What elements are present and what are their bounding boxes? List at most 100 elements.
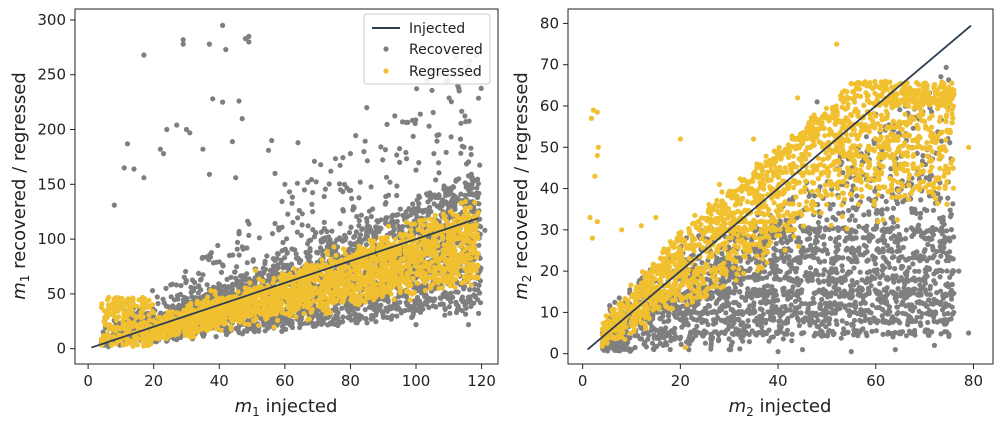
regressed-point	[375, 256, 381, 262]
recovered-point	[471, 177, 477, 183]
recovered-point	[226, 252, 233, 259]
legend-marker-regressed	[383, 68, 389, 74]
regressed-point	[462, 198, 469, 205]
recovered-point	[295, 215, 301, 221]
recovered-point	[449, 196, 456, 202]
regressed-point	[357, 296, 364, 302]
recovered-point	[236, 98, 242, 104]
regressed-point	[363, 274, 370, 280]
regressed-point	[353, 286, 359, 292]
recovered-point	[413, 322, 419, 328]
recovered-point	[476, 242, 482, 248]
recovered-point	[289, 319, 295, 325]
recovered-point	[394, 152, 400, 158]
regressed-point	[473, 235, 479, 241]
recovered-point	[416, 160, 422, 166]
recovered-point	[378, 225, 384, 232]
recovered-point	[265, 325, 271, 331]
regressed-point	[103, 321, 109, 327]
recovered-point	[318, 229, 324, 235]
recovered-point	[321, 193, 327, 200]
regressed-point	[175, 331, 181, 337]
regressed-point	[474, 255, 480, 261]
regressed-point	[452, 284, 458, 290]
regressed-point	[130, 296, 136, 303]
recovered-point	[478, 85, 484, 91]
recovered-point	[233, 175, 239, 181]
regressed-point	[423, 242, 429, 248]
regressed-point	[359, 257, 365, 263]
regressed-point	[399, 272, 405, 278]
regressed-point	[415, 226, 421, 233]
recovered-point	[448, 99, 454, 105]
recovered-point	[321, 219, 327, 225]
recovered-point	[175, 304, 181, 310]
regressed-point	[426, 251, 432, 257]
recovered-point	[431, 151, 437, 157]
recovered-point	[468, 151, 474, 158]
regressed-point	[181, 307, 187, 313]
regressed-point	[104, 314, 110, 321]
regressed-point	[297, 294, 303, 300]
regressed-point	[418, 221, 424, 227]
regressed-point	[205, 294, 211, 300]
recovered-point	[200, 146, 206, 152]
recovered-point	[340, 155, 346, 161]
regressed-point	[279, 310, 285, 316]
recovered-point	[141, 52, 147, 58]
regressed-point	[427, 228, 433, 234]
recovered-point	[468, 303, 474, 309]
regressed-point	[281, 274, 287, 280]
regressed-point	[137, 314, 143, 320]
regressed-point	[439, 231, 445, 237]
regressed-point	[468, 282, 474, 288]
regressed-point	[264, 315, 270, 321]
recovered-point	[433, 177, 439, 183]
recovered-point	[357, 232, 364, 238]
recovered-point	[337, 319, 343, 326]
regressed-point	[453, 234, 459, 241]
regressed-point	[439, 269, 445, 275]
regressed-point	[382, 251, 388, 258]
regressed-point	[228, 326, 234, 332]
recovered-point	[244, 271, 250, 277]
recovered-point	[199, 255, 205, 261]
recovered-point	[398, 308, 404, 314]
regressed-point	[179, 312, 185, 318]
recovered-point	[175, 296, 181, 302]
regressed-point	[108, 342, 114, 348]
recovered-point	[358, 314, 365, 320]
recovered-point	[270, 256, 276, 262]
recovered-point	[399, 119, 406, 125]
regressed-point	[389, 259, 395, 265]
recovered-point	[223, 46, 229, 53]
regressed-point	[141, 319, 147, 325]
regressed-point	[406, 260, 412, 266]
recovered-point	[362, 138, 368, 144]
recovered-point	[229, 139, 235, 145]
recovered-point	[397, 299, 403, 305]
recovered-point	[181, 294, 187, 300]
regressed-point	[151, 334, 157, 340]
regressed-point	[401, 233, 407, 239]
regressed-point	[355, 248, 361, 254]
recovered-point	[220, 99, 226, 105]
recovered-point	[382, 147, 388, 153]
regressed-point	[155, 314, 161, 320]
recovered-point	[417, 111, 423, 117]
recovered-point	[465, 294, 471, 300]
recovered-point	[238, 278, 244, 285]
recovered-point	[299, 222, 305, 228]
recovered-point	[453, 289, 459, 295]
recovered-point	[457, 136, 464, 142]
recovered-point	[424, 191, 430, 197]
recovered-point	[357, 179, 363, 185]
recovered-point	[423, 292, 429, 298]
regressed-point	[130, 312, 137, 318]
recovered-point	[416, 208, 422, 214]
regressed-point	[473, 274, 479, 280]
recovered-point	[471, 292, 477, 298]
regressed-point	[140, 308, 146, 314]
regressed-point	[392, 236, 398, 242]
